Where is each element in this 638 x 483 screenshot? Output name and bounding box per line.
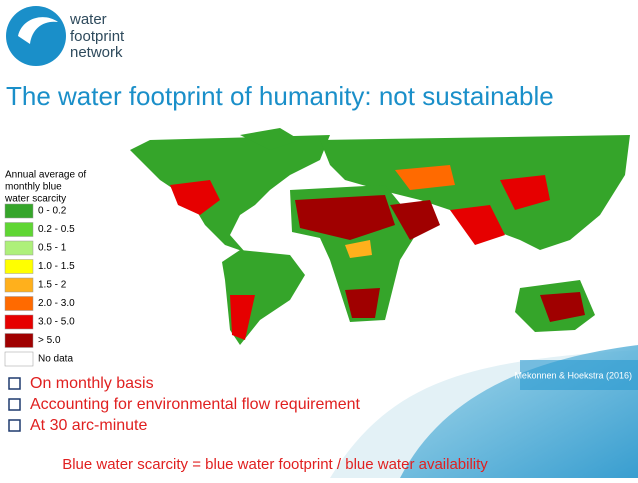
world-map <box>130 128 630 345</box>
legend-label: 2.0 - 3.0 <box>38 298 75 309</box>
legend-swatch <box>4 222 34 237</box>
bullet-box <box>8 419 21 432</box>
legend-swatch <box>4 259 34 274</box>
logo-text: water <box>69 11 107 28</box>
legend-swatch <box>4 296 34 311</box>
logo-mark <box>18 17 58 44</box>
logo-text: network <box>70 44 123 61</box>
legend-label: 0.5 - 1 <box>38 243 67 254</box>
bullet-text: At 30 arc-minute <box>30 417 147 434</box>
logo-mark <box>6 6 66 66</box>
legend-swatch <box>4 240 34 256</box>
title: The water footprint of humanity: not sus… <box>6 81 554 111</box>
logo-text: footprint <box>70 28 125 45</box>
bullet-box <box>8 398 21 411</box>
legend-label: 0.2 - 0.5 <box>38 224 75 235</box>
legend-label: 0 - 0.2 <box>38 206 67 217</box>
citation-band <box>520 360 638 390</box>
legend-title: water scarcity <box>4 194 66 205</box>
legend-label: 1.5 - 2 <box>38 280 67 291</box>
legend-title: Annual average of <box>5 170 86 181</box>
legend-label: No data <box>38 354 73 365</box>
bullet-box <box>8 377 21 390</box>
legend-swatch <box>4 351 34 367</box>
citation: Mekonnen & Hoekstra (2016) <box>514 370 632 380</box>
legend-title: monthly blue <box>5 182 62 193</box>
legend-label: 1.0 - 1.5 <box>38 261 75 272</box>
bullet-text: On monthly basis <box>30 375 154 392</box>
formula: Blue water scarcity = blue water footpri… <box>62 456 488 473</box>
bullet-text: Accounting for environmental flow requir… <box>30 396 361 413</box>
legend-swatch <box>4 333 34 348</box>
legend-label: 3.0 - 5.0 <box>38 317 75 328</box>
legend-swatch <box>4 203 34 219</box>
legend-swatch <box>4 314 34 330</box>
legend-label: > 5.0 <box>38 335 61 346</box>
legend-swatch <box>4 277 34 293</box>
